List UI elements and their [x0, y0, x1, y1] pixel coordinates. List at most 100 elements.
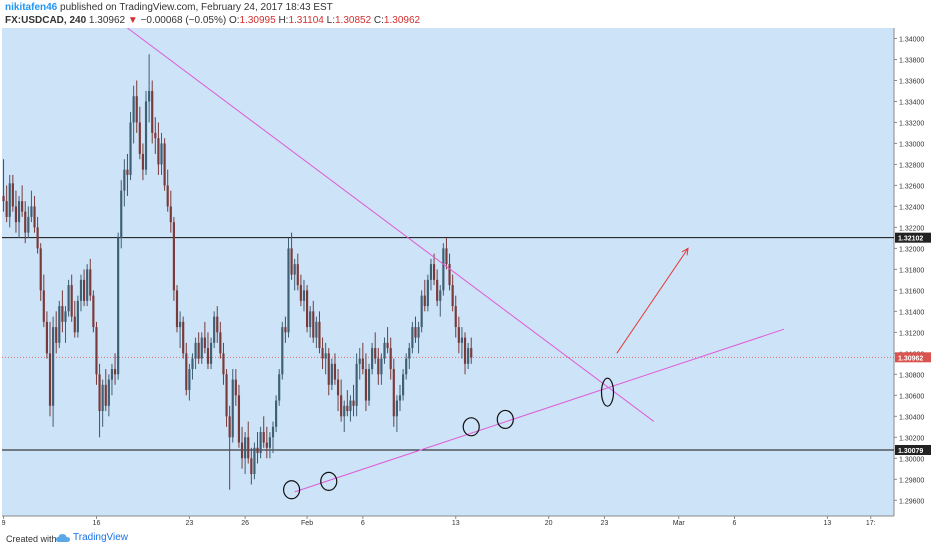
published-text: published on TradingView.com, February 2… [60, 2, 333, 13]
candle-down [154, 132, 157, 139]
candle-up [398, 395, 402, 401]
candle-down [104, 384, 107, 406]
candle-up [129, 122, 132, 175]
candle-down [265, 442, 268, 448]
trendline-ascending [294, 328, 785, 493]
low-value: 1.30852 [334, 15, 372, 26]
candle-down [445, 248, 448, 265]
candle-down [436, 279, 439, 301]
candle-down [318, 321, 321, 349]
candle-up [27, 216, 30, 233]
candle-down [454, 306, 457, 328]
candle-down [448, 264, 451, 286]
candle-up [117, 237, 120, 375]
time-tick-label: 17: [866, 520, 876, 527]
price-tick-label: 1.33800 [899, 57, 924, 64]
candle-down [240, 442, 244, 459]
candle-down [141, 153, 145, 170]
candle-down [73, 316, 76, 333]
candle-up [439, 290, 442, 301]
price-tick-label: 1.32000 [899, 246, 924, 253]
candle-up [302, 290, 306, 301]
candle-down [61, 306, 64, 322]
footer: Created with TradingView [0, 530, 932, 550]
time-tick-label: Mar [673, 520, 686, 527]
candle-down [432, 264, 436, 280]
candle-down [451, 285, 454, 307]
candle-down [55, 327, 58, 343]
price-tick-label: 1.29600 [899, 498, 924, 505]
candle-up [244, 437, 247, 459]
candle-down [256, 447, 259, 454]
candle-up [101, 384, 104, 412]
candle-up [86, 269, 89, 301]
candle-down [234, 379, 237, 396]
low-label: L: [326, 15, 335, 26]
candle-up [293, 264, 296, 275]
time-tick-label: 23 [601, 520, 609, 527]
candle-up [442, 248, 445, 291]
price-tick-label: 1.33600 [899, 78, 924, 85]
candle-down [175, 290, 179, 328]
price-tick-label: 1.32200 [899, 225, 924, 232]
time-tick-label: Feb [301, 520, 313, 527]
open-label: O: [228, 15, 240, 26]
annotation-circle [462, 417, 480, 437]
candle-down [169, 206, 172, 223]
brand-label: TradingView [73, 532, 129, 543]
candle-down [321, 348, 324, 359]
time-tick-label: 6 [733, 520, 737, 527]
last-price: 1.30962 [88, 15, 126, 26]
projection-arrow-head [681, 247, 689, 256]
candle-down [457, 327, 460, 343]
price-tick-label: 1.32400 [899, 204, 924, 211]
candle-down [333, 363, 337, 380]
chart-area[interactable]: 1.34000 1.33800 1.33600 1.33400 1.33200 1.330… [0, 27, 932, 528]
open-value: 1.30995 [239, 15, 276, 26]
level-price-tag [895, 444, 931, 455]
candle-down [135, 96, 138, 123]
candle-down [166, 185, 169, 207]
time-tick-label: 9 [2, 520, 6, 527]
candle-up [287, 248, 290, 333]
close-label: C: [373, 15, 384, 26]
candle-up [278, 374, 281, 401]
candle-up [110, 369, 114, 380]
candle-down [392, 369, 395, 417]
candle-down [296, 264, 299, 286]
candle-down [423, 295, 426, 307]
time-tick-label: 6 [361, 520, 365, 527]
price-tick-label: 1.32800 [899, 162, 924, 169]
candle-down [340, 395, 343, 417]
candle-down [386, 342, 389, 349]
candle-down [138, 122, 141, 154]
candle-down [305, 290, 309, 328]
candle-down [24, 211, 27, 233]
candle-down [185, 353, 188, 391]
price-chart[interactable]: 1.34000 1.33800 1.33600 1.33400 1.33200 1.330… [0, 27, 932, 528]
candle-up [330, 363, 333, 385]
candle-down [98, 374, 101, 412]
price-axis-background [894, 28, 932, 528]
candle-up [349, 400, 352, 412]
candle-up [281, 327, 284, 375]
candle-up [79, 279, 83, 301]
candle-down [284, 327, 287, 333]
candle-down [36, 227, 39, 249]
candle-up [120, 190, 123, 238]
candle-down [82, 279, 86, 301]
candle-up [405, 358, 408, 375]
candle-down [374, 348, 377, 359]
price-tick-label: 1.33400 [899, 99, 924, 106]
current-price-tag [895, 352, 931, 363]
candle-up [160, 143, 163, 165]
candle-down [389, 348, 392, 370]
plot-background [2, 28, 894, 516]
price-tick-label: 1.30800 [899, 372, 924, 379]
author-link[interactable]: nikitafen46 [5, 2, 58, 13]
tradingview-brand[interactable]: TradingView [56, 532, 128, 543]
candle-down [377, 358, 380, 375]
candle-down [89, 269, 92, 296]
candle-down [45, 321, 48, 354]
candle-up [343, 405, 346, 417]
